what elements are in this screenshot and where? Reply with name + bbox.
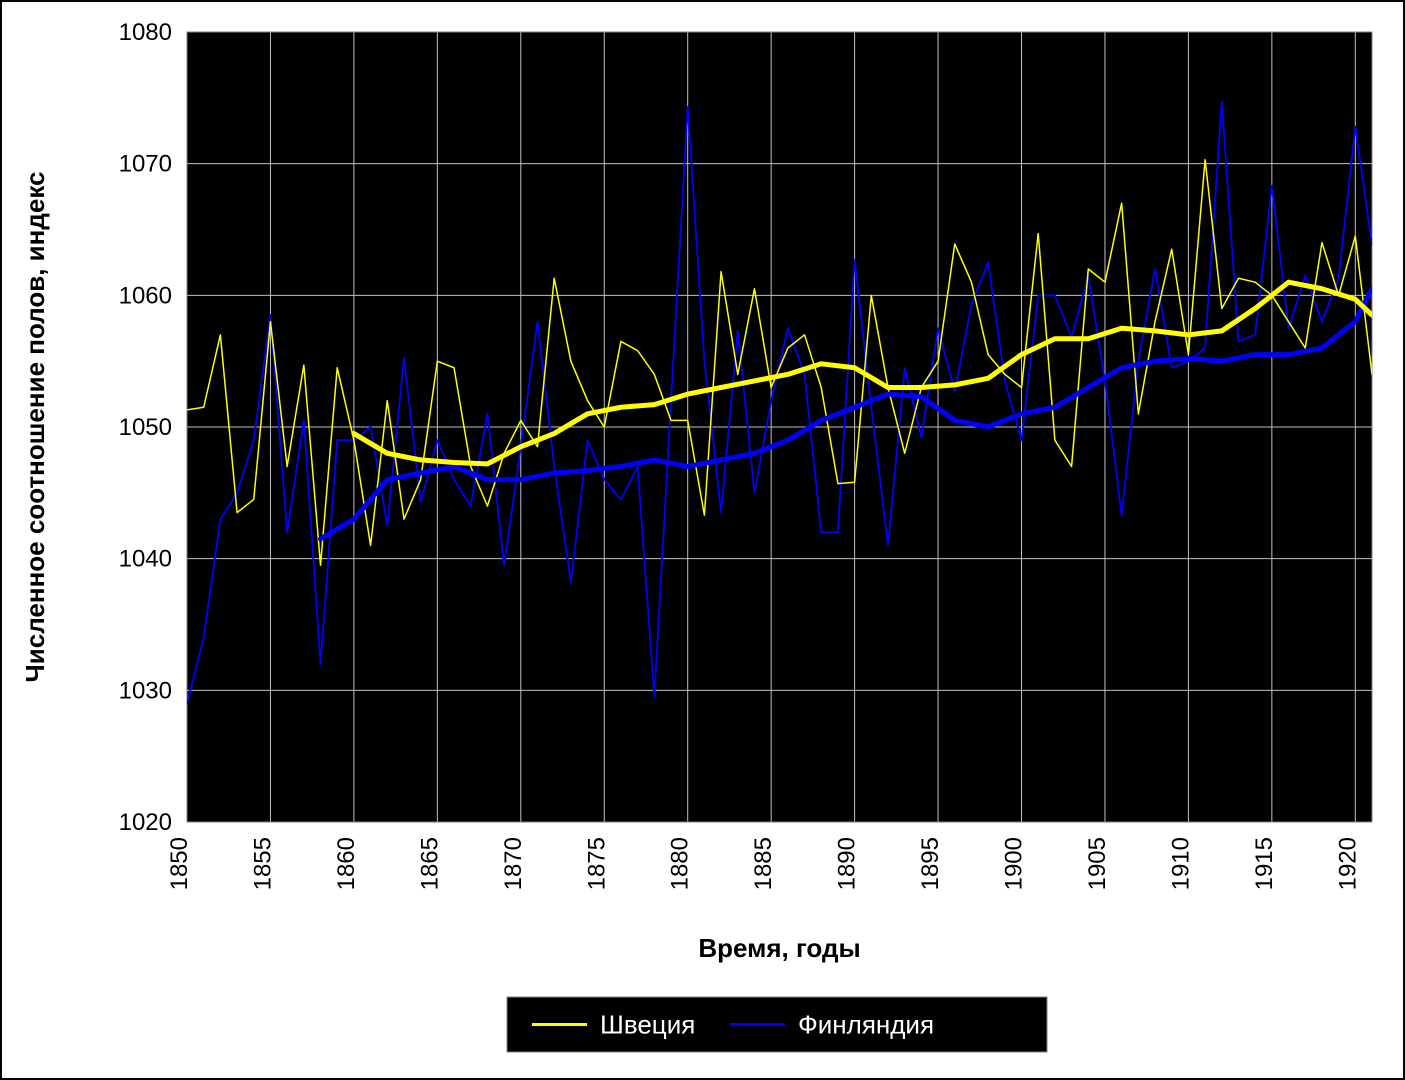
x-tick-label: 1885 xyxy=(750,837,777,890)
x-tick-label: 1860 xyxy=(333,837,360,890)
x-tick-label: 1895 xyxy=(917,837,944,890)
x-tick-label: 1905 xyxy=(1084,837,1111,890)
chart-container: 1020 1030 1040 1050 1060 1070 1080 1850 1855 1860… xyxy=(0,0,1405,1080)
x-tick-label: 1850 xyxy=(166,837,193,890)
y-tick-label: 1040 xyxy=(119,546,172,573)
x-tick-label: 1855 xyxy=(249,837,276,890)
x-axis-label: Время, годы xyxy=(698,933,860,963)
chart-wrap: 1020 1030 1040 1050 1060 1070 1080 1850 1855 1860… xyxy=(12,12,1393,1068)
y-tick-label: 1060 xyxy=(119,282,172,309)
legend-label: Швеция xyxy=(600,1010,695,1040)
legend-label: Финляндия xyxy=(798,1010,934,1040)
x-tick-label: 1910 xyxy=(1167,837,1194,890)
x-tick-label: 1900 xyxy=(1001,837,1028,890)
x-tick-label: 1915 xyxy=(1251,837,1278,890)
y-tick-label: 1020 xyxy=(119,809,172,836)
x-tick-label: 1880 xyxy=(667,837,694,890)
y-tick-label: 1050 xyxy=(119,414,172,441)
y-axis-label: Численное соотношение полов, индекс xyxy=(20,172,50,683)
y-tick-label: 1030 xyxy=(119,677,172,704)
x-tick-label: 1865 xyxy=(416,837,443,890)
y-tick-label: 1070 xyxy=(119,151,172,178)
x-tick-label: 1870 xyxy=(500,837,527,890)
line-chart: 1020 1030 1040 1050 1060 1070 1080 1850 1855 1860… xyxy=(12,12,1393,1068)
x-tick-label: 1890 xyxy=(834,837,861,890)
x-tick-label: 1875 xyxy=(583,837,610,890)
y-tick-label: 1080 xyxy=(119,19,172,46)
x-tick-label: 1920 xyxy=(1334,837,1361,890)
